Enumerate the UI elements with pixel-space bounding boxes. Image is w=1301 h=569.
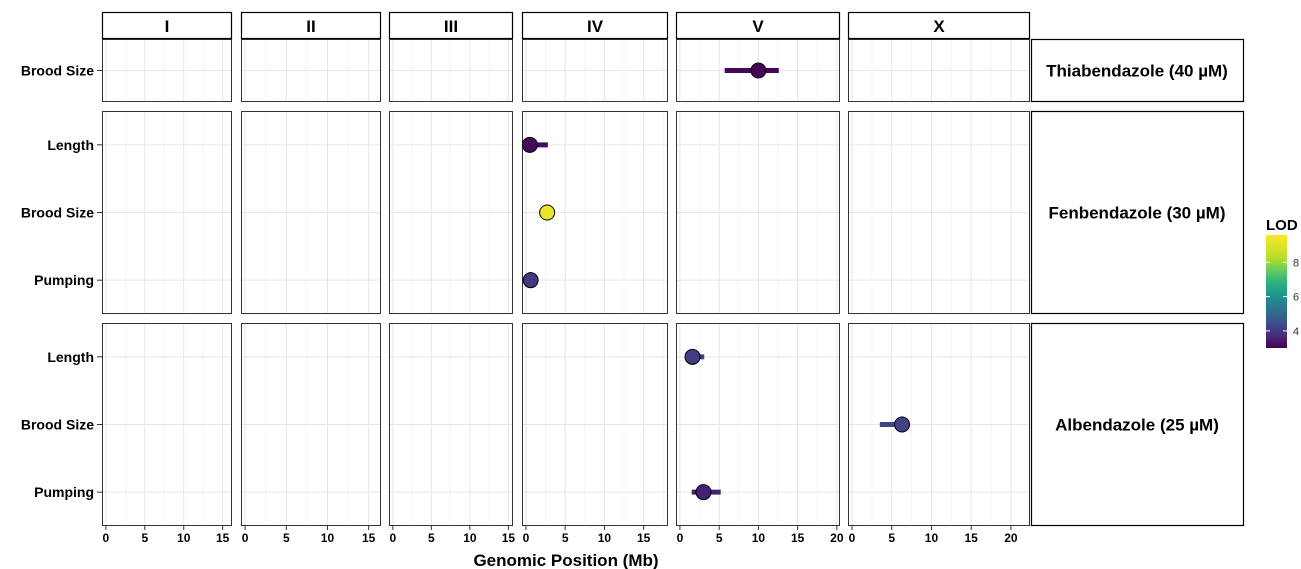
strip-box (847, 11, 1031, 40)
qtl-peak (695, 484, 712, 501)
panel-border (848, 39, 1030, 102)
qtl-peak (539, 204, 556, 221)
row-strip-box (1030, 38, 1245, 103)
chromosome-label: I (165, 17, 170, 36)
trait-label: Length (47, 137, 94, 153)
panel-border (241, 39, 381, 102)
panel-border (676, 111, 840, 314)
x-tick-label: 0 (849, 531, 856, 545)
x-axis-title: Genomic Position (Mb) (473, 551, 658, 569)
panel-border (389, 323, 513, 526)
facet-panels (102, 39, 1030, 526)
trait-label: Length (47, 349, 94, 365)
x-tick-label: 15 (637, 531, 651, 545)
x-tick-label: 10 (752, 531, 766, 545)
x-tick-label: 5 (888, 531, 895, 545)
x-tick-label: 10 (321, 531, 335, 545)
row-strip-box (1030, 110, 1245, 315)
chromosome-label: IV (587, 17, 604, 36)
panel-border (389, 39, 513, 102)
strip-box (240, 11, 382, 40)
chromosome-label: II (306, 17, 315, 36)
panel-border (389, 111, 513, 314)
panel-border (522, 111, 668, 314)
trait-label: Pumping (34, 484, 94, 500)
x-tick-label: 15 (791, 531, 805, 545)
lod-legend: LOD 4 6 8 (1266, 217, 1299, 348)
x-tick-label: 15 (965, 531, 979, 545)
strip-box (388, 11, 514, 40)
panel-border (102, 323, 232, 526)
x-tick-label: 0 (523, 531, 530, 545)
x-tick-label: 5 (562, 531, 569, 545)
y-tick-labels: Brood Size Length Brood Size Pumping Length B… (21, 63, 102, 500)
x-tick-label: 0 (242, 531, 249, 545)
trait-label: Brood Size (21, 63, 94, 79)
x-tick-label: 10 (177, 531, 191, 545)
x-tick-label: 5 (428, 531, 435, 545)
x-tick-label: 5 (716, 531, 723, 545)
chromosome-label: III (444, 17, 458, 36)
trait-label: Brood Size (21, 205, 94, 221)
x-tick-label: 5 (283, 531, 290, 545)
x-tick-label: 0 (390, 531, 397, 545)
condition-label: Thiabendazole (40 µM) (1046, 62, 1228, 81)
x-tick-label: 15 (362, 531, 376, 545)
panel-border (848, 323, 1030, 526)
x-tick-label: 15 (216, 531, 230, 545)
trait-label: Pumping (34, 272, 94, 288)
x-tick-label: 5 (141, 531, 148, 545)
trait-label: Brood Size (21, 417, 94, 433)
x-tick-label: 0 (103, 531, 110, 545)
x-tick-label: 10 (598, 531, 612, 545)
qtl-marks (521, 62, 911, 501)
condition-strips: Thiabendazole (40 µM) Fenbendazole (30 µM… (1030, 38, 1245, 527)
panel-border (522, 39, 668, 102)
chromosome-label: X (933, 17, 945, 36)
legend-ticks: 4 6 8 (1266, 257, 1299, 338)
x-tick-label: 10 (463, 531, 477, 545)
qtl-peak (521, 136, 538, 153)
strip-box (675, 11, 841, 40)
strip-box (521, 11, 669, 40)
legend-tick-label: 4 (1293, 326, 1299, 338)
condition-label: Fenbendazole (30 µM) (1049, 204, 1226, 223)
panel-border (676, 39, 840, 102)
panel-border (848, 111, 1030, 314)
legend-colorbar (1266, 235, 1287, 348)
chromosome-strips: I II III IV V X (101, 11, 1031, 40)
legend-tick-label: 6 (1293, 292, 1299, 304)
x-tick-label: 10 (925, 531, 939, 545)
panel-border (241, 323, 381, 526)
condition-label: Albendazole (25 µM) (1055, 416, 1219, 435)
panel-border (241, 111, 381, 314)
x-tick-label: 15 (502, 531, 516, 545)
strip-box (101, 11, 233, 40)
x-tick-label: 20 (830, 531, 844, 545)
row-strip-box (1030, 322, 1245, 527)
chromosome-label: V (752, 17, 764, 36)
panel-border (102, 111, 232, 314)
qtl-peak (894, 416, 911, 433)
legend-tick-label: 8 (1293, 257, 1299, 269)
x-tick-label: 0 (677, 531, 684, 545)
qtl-peak (522, 272, 539, 289)
qtl-peak (684, 348, 701, 365)
panel-border (676, 323, 840, 526)
x-tick-label: 20 (1004, 531, 1018, 545)
x-tick-labels: 0 5 10 15 0 5 10 15 0 5 10 15 0 5 10 15 0 5 10 15 20 0 5 10 15 20 (103, 526, 1018, 545)
panel-border (102, 39, 232, 102)
qtl-peak (750, 62, 767, 79)
panel-border (522, 323, 668, 526)
legend-title: LOD (1266, 217, 1298, 234)
